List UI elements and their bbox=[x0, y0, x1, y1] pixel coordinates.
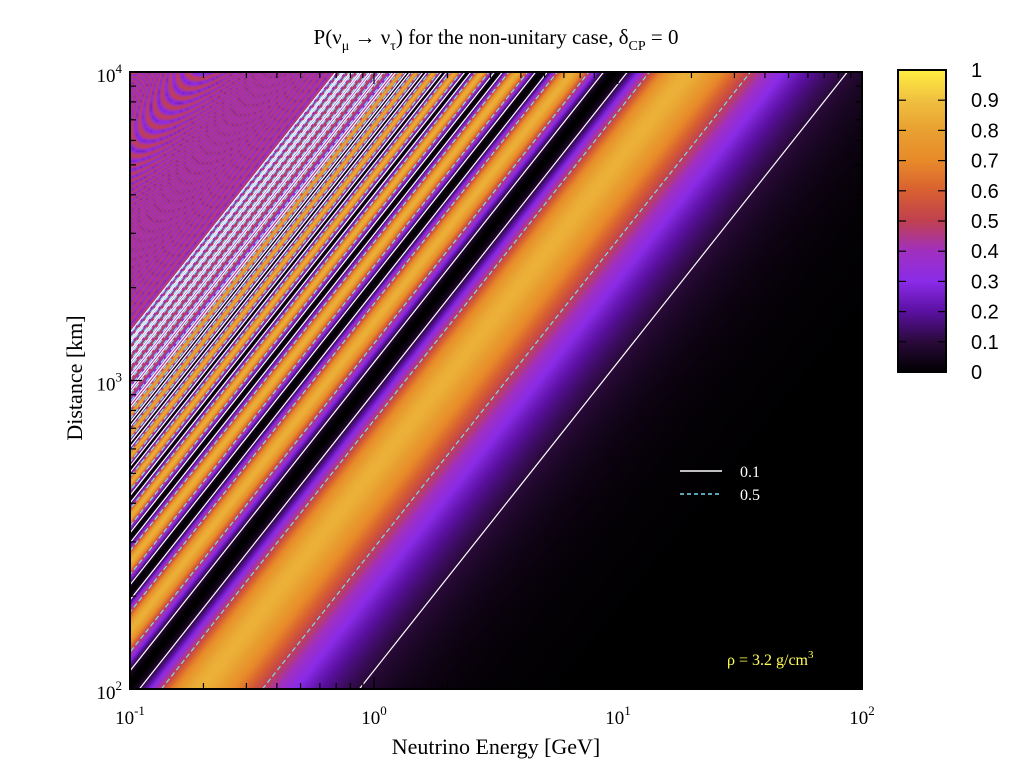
contour-line bbox=[130, 72, 590, 654]
contour-lines bbox=[130, 72, 848, 689]
y-axis-label: Distance [km] bbox=[62, 315, 87, 440]
chart-title: P(νμ → ντ) for the non-unitary case, δCP… bbox=[314, 25, 679, 54]
contour-line bbox=[130, 72, 529, 576]
contour-line bbox=[130, 72, 537, 586]
contour-line bbox=[130, 72, 503, 544]
x-tick-label: 101 bbox=[605, 703, 631, 729]
x-tick-label: 100 bbox=[361, 703, 387, 729]
contour-line bbox=[130, 72, 345, 344]
contour-line bbox=[130, 72, 421, 440]
contour-line bbox=[130, 72, 462, 492]
contour-line bbox=[130, 72, 431, 453]
colorbar-tick-label: 0.9 bbox=[971, 90, 999, 112]
contour-line bbox=[130, 72, 490, 527]
probability-heatmap bbox=[130, 72, 862, 689]
colorbar-tick-label: 0 bbox=[971, 362, 982, 384]
x-tick-label: 10-1 bbox=[115, 703, 145, 729]
y-tick-label: 104 bbox=[97, 61, 123, 87]
legend-label-0.5: 0.5 bbox=[740, 487, 760, 504]
contour-line bbox=[130, 72, 414, 431]
contour-line bbox=[130, 72, 397, 410]
density-annotation: ρ = 3.2 g/cm3 bbox=[727, 649, 814, 669]
contour-line bbox=[130, 72, 392, 403]
colorbar-tick-label: 0.8 bbox=[971, 120, 999, 142]
contour-line bbox=[130, 72, 477, 510]
contour-line bbox=[130, 72, 363, 367]
contour-line bbox=[130, 72, 408, 424]
y-tick-label: 102 bbox=[97, 678, 123, 704]
colorbar-tick-label: 0.7 bbox=[971, 151, 999, 173]
contour-legend: 0.1 0.5 bbox=[680, 464, 760, 504]
contour-line bbox=[130, 72, 443, 468]
axis-tick-labels: 10-1 100 101 102 102 103 104 bbox=[97, 61, 875, 729]
contour-line bbox=[130, 72, 361, 364]
contour-line bbox=[130, 72, 354, 355]
x-axis-label: Neutrino Energy [GeV] bbox=[392, 734, 601, 759]
colorbar-tick-label: 0.4 bbox=[971, 241, 999, 263]
legend-label-0.1: 0.1 bbox=[740, 464, 760, 481]
axis-ticks bbox=[129, 72, 862, 690]
colorbar-tick-label: 0.6 bbox=[971, 181, 999, 203]
colorbar-tick-label: 0.2 bbox=[971, 302, 999, 324]
contour-line bbox=[130, 72, 510, 552]
contour-line bbox=[130, 72, 394, 406]
contour-line bbox=[138, 72, 628, 689]
contour-line bbox=[130, 72, 337, 334]
contour-line bbox=[130, 72, 424, 444]
colorbar-tick-label: 1 bbox=[971, 60, 982, 82]
contour-line bbox=[130, 72, 448, 474]
colorbar-tick-label: 0.5 bbox=[971, 211, 999, 233]
y-tick-label: 103 bbox=[97, 370, 123, 396]
colorbar-tick-label: 0.1 bbox=[971, 332, 999, 354]
heatmap-image bbox=[130, 72, 862, 689]
contour-line bbox=[261, 72, 751, 689]
contour-line bbox=[130, 72, 411, 428]
contour-line bbox=[130, 72, 343, 342]
colorbar-tick-label: 0.3 bbox=[971, 271, 999, 293]
x-tick-label: 102 bbox=[849, 703, 875, 729]
contour-line bbox=[130, 72, 406, 421]
contour-line bbox=[130, 72, 373, 380]
contour-line bbox=[130, 72, 472, 505]
contour-line bbox=[358, 72, 848, 689]
contour-line bbox=[160, 72, 650, 689]
contour-line bbox=[130, 72, 558, 614]
contour-line bbox=[130, 72, 440, 464]
contour-line bbox=[130, 72, 352, 352]
contour-line bbox=[130, 72, 428, 449]
contour-line bbox=[130, 72, 605, 672]
contour-line bbox=[130, 72, 466, 497]
colorbar-ticks: 0 0.1 0.2 0.3 0.4 0.5 0.6 0.7 0.8 0.9 1 bbox=[898, 60, 999, 384]
contour-line bbox=[130, 72, 399, 413]
contour-line bbox=[130, 72, 496, 534]
contour-line bbox=[130, 72, 451, 479]
contour-line bbox=[130, 72, 548, 601]
contour-line bbox=[130, 72, 371, 377]
